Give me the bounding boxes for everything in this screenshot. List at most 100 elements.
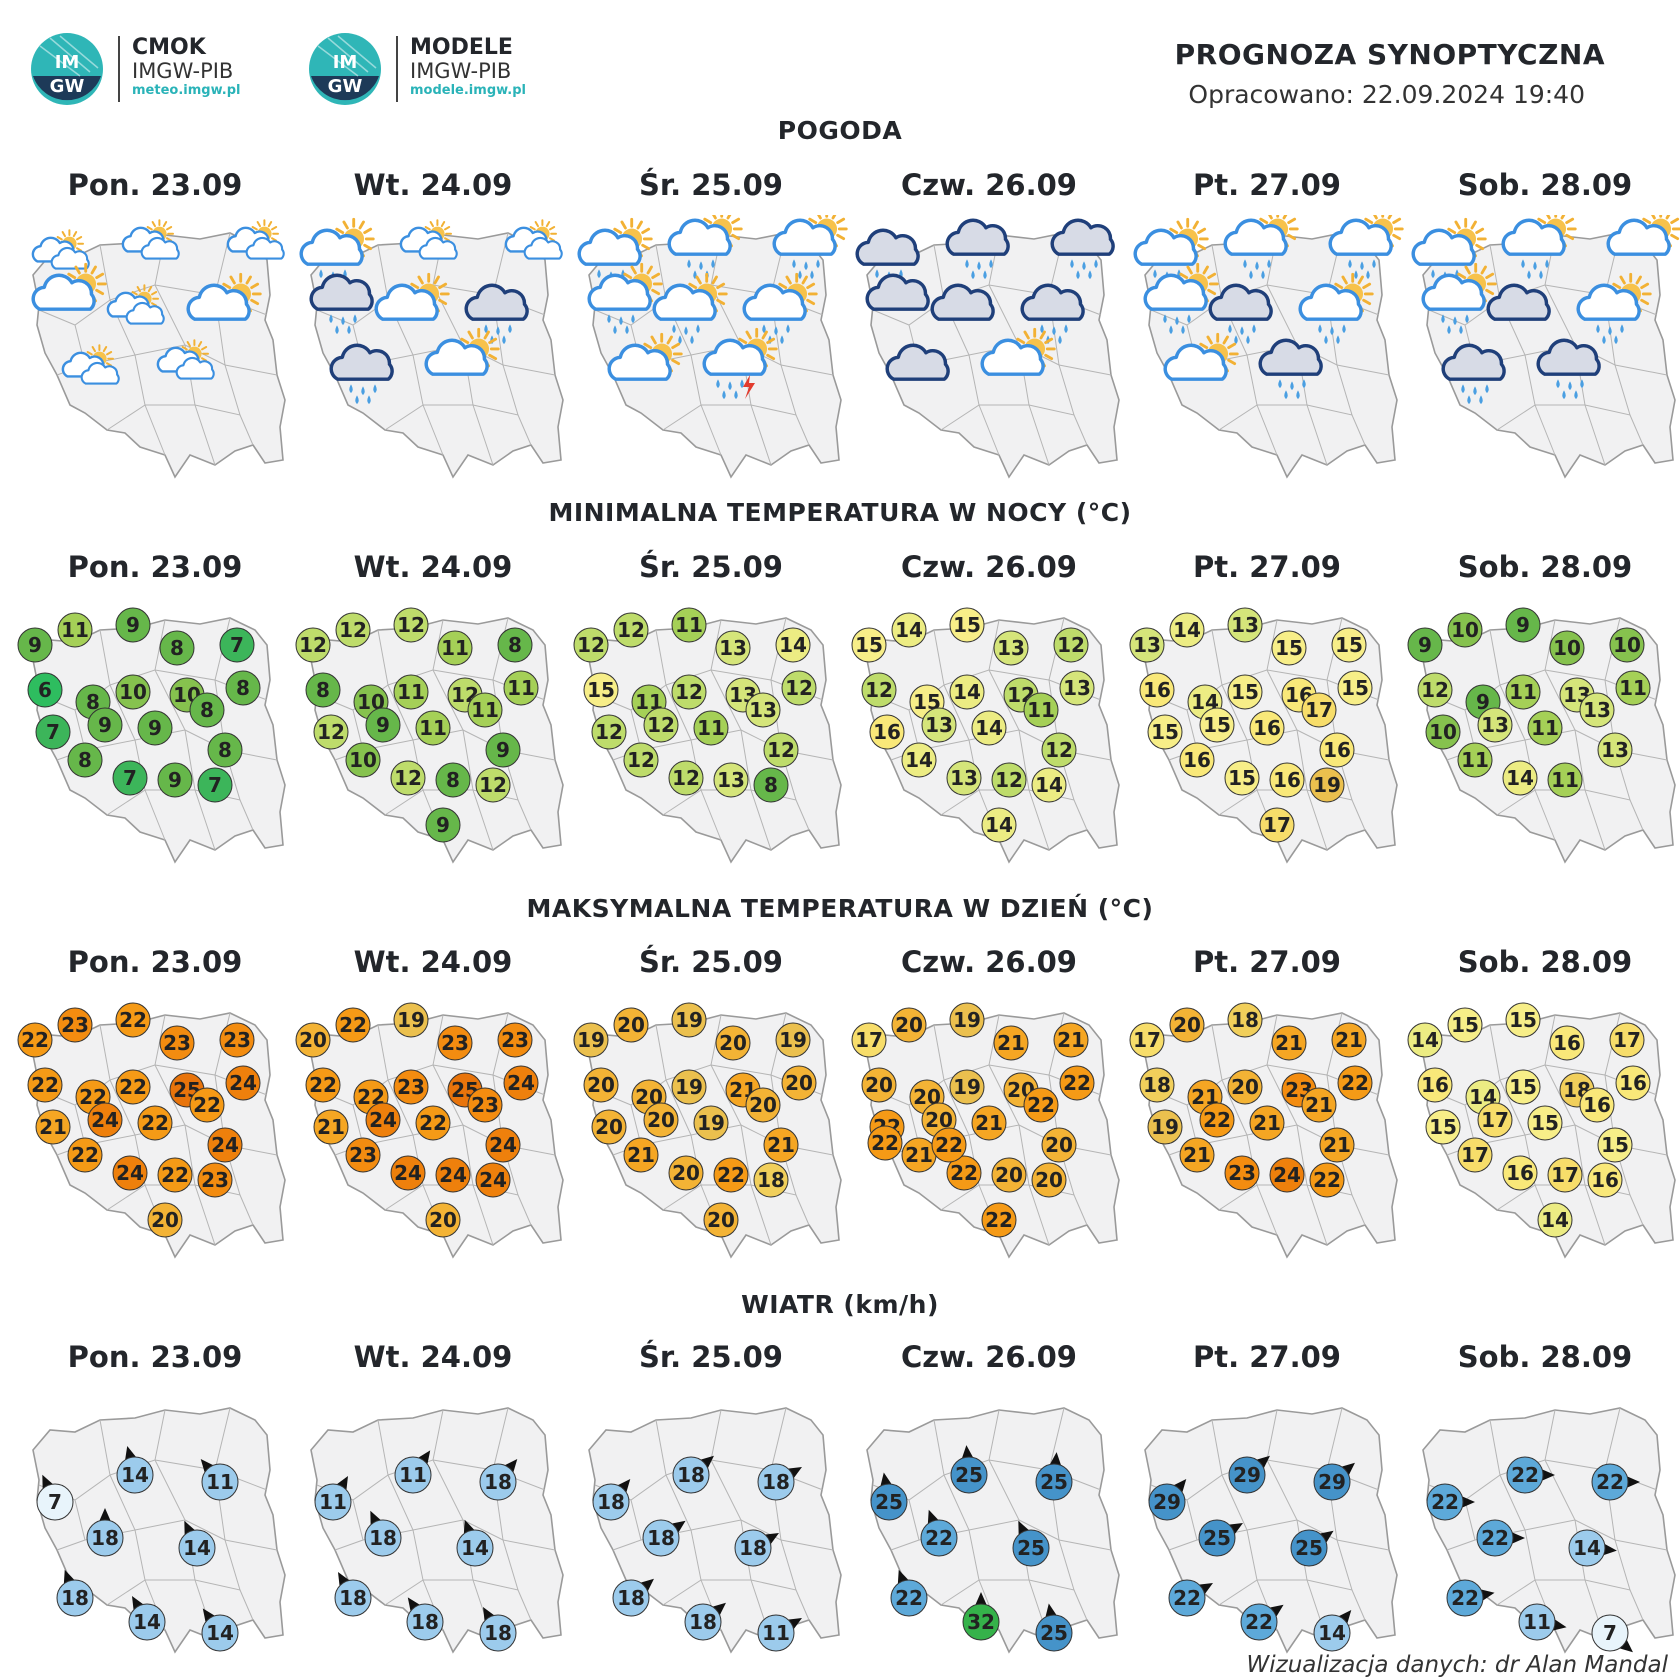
temp-marker: 14 bbox=[1465, 1079, 1501, 1115]
temp-value: 8 bbox=[86, 690, 100, 714]
temp-value: 23 bbox=[441, 1031, 469, 1055]
temp-value: 13 bbox=[749, 698, 777, 722]
temp-value: 15 bbox=[1341, 676, 1369, 700]
temp-value: 9 bbox=[1516, 613, 1530, 637]
temp-value: 8 bbox=[170, 636, 184, 660]
temp-marker: 23 bbox=[197, 1162, 233, 1198]
temp-value: 20 bbox=[1045, 1133, 1073, 1157]
wind-direction-arrow-icon bbox=[1338, 1462, 1355, 1479]
temp-marker: 13 bbox=[715, 630, 751, 666]
temp-value: 15 bbox=[855, 633, 883, 657]
temp-value: 24 bbox=[479, 1168, 507, 1192]
temp-marker: 10 bbox=[1609, 627, 1645, 663]
temp-marker: 22 bbox=[1337, 1065, 1373, 1101]
wind-value: 22 bbox=[1245, 1610, 1273, 1634]
temp-marker: 19 bbox=[1309, 767, 1345, 803]
dark-cloud-icon bbox=[865, 273, 930, 311]
temp-value: 13 bbox=[925, 713, 953, 737]
wind-marker: 18 bbox=[479, 1607, 517, 1652]
wind-value: 18 bbox=[689, 1610, 717, 1634]
wind-value: 14 bbox=[461, 1536, 489, 1560]
temp-value: 20 bbox=[749, 1093, 777, 1117]
sun-cloud-small-icon bbox=[399, 219, 458, 260]
wind-value: 18 bbox=[411, 1610, 439, 1634]
temp-marker: 11 bbox=[415, 710, 451, 746]
temp-value: 13 bbox=[1583, 698, 1611, 722]
temp-marker: 14 bbox=[891, 612, 927, 648]
wind-direction-arrow-icon bbox=[637, 1578, 654, 1595]
temp-value: 10 bbox=[119, 680, 147, 704]
temp-marker: 16 bbox=[1615, 1065, 1651, 1101]
wind-marker: 22 bbox=[1168, 1579, 1213, 1617]
logo2-url[interactable]: modele.imgw.pl bbox=[410, 83, 526, 98]
map-wind-day-6: 22 22 22 22 14 22 11 7 bbox=[1422, 1407, 1676, 1654]
temp-marker: 22 bbox=[1023, 1087, 1059, 1123]
wind-marker: 25 bbox=[950, 1445, 988, 1494]
day-label-wind: Śr. 25.09 bbox=[639, 1340, 783, 1374]
temp-value: 10 bbox=[1451, 618, 1479, 642]
temp-value: 20 bbox=[895, 1013, 923, 1037]
temp-marker: 20 bbox=[1041, 1127, 1077, 1163]
wind-marker: 14 bbox=[178, 1520, 216, 1567]
temp-value: 15 bbox=[587, 678, 615, 702]
temp-marker: 22 bbox=[27, 1067, 63, 1103]
day-label-wind: Czw. 26.09 bbox=[901, 1340, 1077, 1374]
temp-marker: 6 bbox=[27, 672, 63, 708]
temp-value: 20 bbox=[587, 1073, 615, 1097]
temp-value: 15 bbox=[1429, 1115, 1457, 1139]
temp-value: 11 bbox=[1027, 698, 1055, 722]
wind-value: 14 bbox=[121, 1463, 149, 1487]
temp-value: 14 bbox=[1035, 773, 1063, 797]
temp-value: 20 bbox=[595, 1115, 623, 1139]
temp-marker: 19 bbox=[671, 1069, 707, 1105]
temp-value: 22 bbox=[1063, 1071, 1091, 1095]
wind-value: 18 bbox=[597, 1490, 625, 1514]
wind-marker: 18 bbox=[672, 1455, 714, 1494]
sun-cloud-small-icon bbox=[226, 219, 285, 260]
temp-marker: 13 bbox=[946, 760, 982, 796]
temp-value: 11 bbox=[1509, 680, 1537, 704]
temp-value: 9 bbox=[28, 633, 42, 657]
temp-marker: 17 bbox=[1547, 1157, 1583, 1193]
temp-marker: 22 bbox=[115, 1069, 151, 1105]
wind-value: 25 bbox=[955, 1463, 983, 1487]
temp-marker: 24 bbox=[225, 1065, 261, 1101]
temp-marker: 19 bbox=[949, 1069, 985, 1105]
temp-value: 23 bbox=[471, 1093, 499, 1117]
temp-value: 22 bbox=[950, 1161, 978, 1185]
temp-marker: 17 bbox=[1477, 1102, 1513, 1138]
temp-value: 12 bbox=[865, 678, 893, 702]
temp-value: 20 bbox=[1173, 1013, 1201, 1037]
temp-value: 22 bbox=[1203, 1108, 1231, 1132]
wind-value: 11 bbox=[319, 1490, 347, 1514]
temp-value: 24 bbox=[439, 1163, 467, 1187]
temp-marker: 9 bbox=[17, 627, 53, 663]
temp-marker: 17 bbox=[1609, 1022, 1645, 1058]
temp-marker: 9 bbox=[1407, 627, 1443, 663]
temp-marker: 21 bbox=[971, 1105, 1007, 1141]
temp-marker: 14 bbox=[949, 674, 985, 710]
sun-cloud-rain-icon bbox=[1501, 215, 1577, 280]
temp-marker: 20 bbox=[703, 1202, 739, 1238]
logo1-url[interactable]: meteo.imgw.pl bbox=[132, 83, 241, 98]
temp-value: 22 bbox=[871, 1131, 899, 1155]
temp-marker: 22 bbox=[867, 1125, 903, 1161]
wind-marker: 14 bbox=[116, 1446, 154, 1494]
temp-value: 15 bbox=[1509, 1008, 1537, 1032]
temp-marker: 13 bbox=[993, 630, 1029, 666]
sun-cloud-rain-icon bbox=[772, 215, 848, 280]
temp-value: 13 bbox=[1063, 676, 1091, 700]
temp-value: 8 bbox=[78, 748, 92, 772]
temp-value: 20 bbox=[865, 1073, 893, 1097]
temp-marker: 24 bbox=[87, 1102, 123, 1138]
temp-marker: 21 bbox=[1319, 1127, 1355, 1163]
temp-marker: 8 bbox=[753, 767, 789, 803]
wind-marker: 25 bbox=[870, 1472, 908, 1521]
wind-marker: 14 bbox=[128, 1596, 166, 1641]
temp-value: 11 bbox=[61, 618, 89, 642]
temp-value: 21 bbox=[767, 1133, 795, 1157]
temp-marker: 11 bbox=[393, 674, 429, 710]
sun-cloud-storm-icon bbox=[702, 327, 778, 400]
